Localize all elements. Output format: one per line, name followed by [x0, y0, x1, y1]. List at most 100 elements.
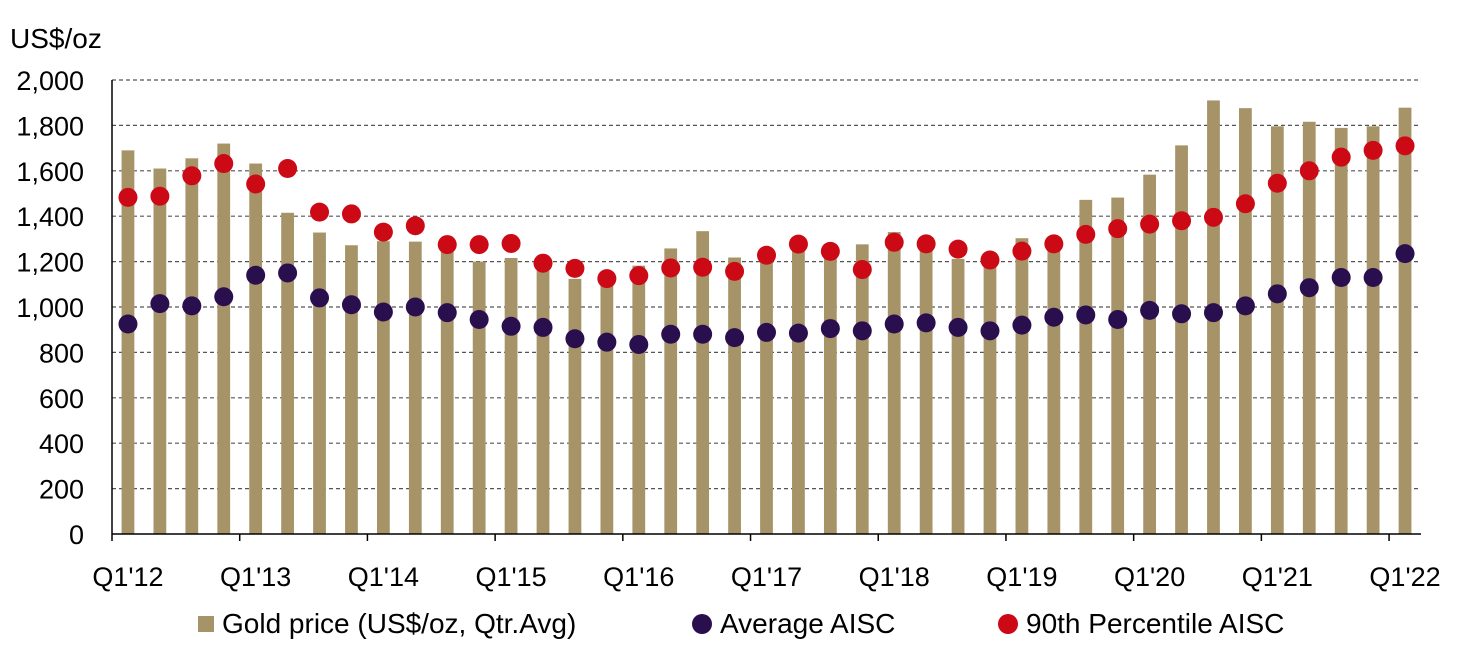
- dot-average-aisc: [533, 317, 553, 337]
- bar-gold-price: [664, 248, 678, 534]
- legend-item-gold-price: Gold price (US$/oz, Qtr.Avg): [198, 608, 576, 640]
- dot-90th-percentile-aisc: [820, 241, 840, 261]
- legend-swatch-gold-price: [198, 616, 214, 632]
- dot-90th-percentile-aisc: [1299, 161, 1319, 181]
- dot-90th-percentile-aisc: [629, 266, 649, 286]
- y-tick-label: 200: [39, 475, 84, 505]
- dot-average-aisc: [246, 265, 266, 285]
- legend-label-average-aisc: Average AISC: [720, 608, 896, 639]
- dot-90th-percentile-aisc: [1395, 136, 1415, 156]
- dot-average-aisc: [373, 302, 393, 322]
- x-tick-label: Q1'20: [1114, 562, 1185, 592]
- y-tick-label: 1,800: [16, 111, 84, 141]
- legend-item-90th-percentile-aisc: 90th Percentile AISC: [998, 608, 1284, 640]
- dot-average-aisc: [661, 324, 681, 344]
- dot-average-aisc: [1235, 296, 1255, 316]
- bar-gold-price: [1143, 174, 1157, 534]
- bar-gold-price: [792, 248, 805, 534]
- dot-90th-percentile-aisc: [533, 253, 553, 273]
- dot-average-aisc: [629, 334, 649, 354]
- x-tick-label: Q1'13: [220, 562, 291, 592]
- y-tick-label: 1,000: [16, 293, 84, 323]
- bar-gold-price: [408, 241, 422, 534]
- dot-90th-percentile-aisc: [884, 232, 904, 252]
- dot-average-aisc: [725, 328, 745, 348]
- dot-90th-percentile-aisc: [150, 186, 170, 206]
- dot-90th-percentile-aisc: [278, 159, 298, 179]
- dot-90th-percentile-aisc: [1076, 224, 1096, 244]
- dot-90th-percentile-aisc: [1267, 173, 1287, 193]
- dot-average-aisc: [469, 309, 489, 329]
- x-tick-label: Q1'21: [1242, 562, 1313, 592]
- dot-90th-percentile-aisc: [757, 245, 776, 265]
- dot-average-aisc: [118, 314, 138, 334]
- bar-gold-price: [568, 278, 582, 534]
- y-tick-label: 400: [39, 429, 84, 459]
- bar-gold-price: [1175, 145, 1188, 534]
- dot-average-aisc: [1299, 278, 1319, 298]
- dot-90th-percentile-aisc: [661, 258, 681, 278]
- x-tick-label: Q1'22: [1369, 562, 1440, 592]
- dot-average-aisc: [150, 294, 170, 314]
- dot-average-aisc: [437, 303, 457, 323]
- y-tick-label: 0: [69, 520, 84, 550]
- dot-average-aisc: [1331, 267, 1351, 287]
- dot-90th-percentile-aisc: [501, 233, 521, 253]
- dot-90th-percentile-aisc: [469, 235, 489, 255]
- axes: [111, 80, 1421, 541]
- dot-series-90th-percentile-aisc: [118, 136, 1415, 289]
- dot-average-aisc: [405, 297, 425, 317]
- bar-gold-price: [440, 242, 454, 534]
- dot-average-aisc: [1363, 267, 1383, 287]
- dot-average-aisc: [1172, 304, 1192, 324]
- bar-gold-price: [728, 257, 741, 534]
- dot-average-aisc: [1203, 303, 1223, 323]
- bar-gold-price: [983, 254, 997, 535]
- bar-gold-price: [121, 150, 135, 534]
- dot-average-aisc: [916, 313, 936, 333]
- bar-gold-price: [1270, 126, 1284, 535]
- bar-gold-price: [1398, 107, 1412, 534]
- dot-90th-percentile-aisc: [948, 239, 968, 259]
- dot-average-aisc: [1395, 244, 1415, 264]
- bar-gold-price: [376, 241, 390, 535]
- y-axis-unit-label: US$/oz: [10, 23, 102, 54]
- dot-90th-percentile-aisc: [788, 234, 808, 254]
- dot-average-aisc: [501, 316, 521, 336]
- dot-average-aisc: [278, 263, 298, 283]
- legend-item-average-aisc: Average AISC: [692, 608, 895, 640]
- dot-90th-percentile-aisc: [1235, 194, 1255, 214]
- bar-gold-price: [823, 243, 837, 535]
- legend: Gold price (US$/oz, Qtr.Avg) Average AIS…: [0, 600, 1461, 650]
- bar-gold-price: [760, 257, 773, 534]
- dot-90th-percentile-aisc: [1363, 140, 1383, 160]
- dot-90th-percentile-aisc: [1044, 234, 1064, 254]
- dot-average-aisc: [310, 288, 330, 308]
- y-tick-label: 1,200: [16, 248, 84, 278]
- bar-gold-price: [1239, 108, 1252, 534]
- dot-90th-percentile-aisc: [597, 269, 617, 289]
- bar-gold-price: [855, 244, 869, 534]
- dot-90th-percentile-aisc: [565, 258, 585, 278]
- bar-gold-price: [919, 237, 933, 534]
- legend-label-90th-percentile-aisc: 90th Percentile AISC: [1026, 608, 1285, 639]
- y-tick-label: 1,600: [16, 157, 84, 187]
- bar-gold-price: [1302, 121, 1316, 534]
- dot-average-aisc: [214, 287, 234, 307]
- dot-90th-percentile-aisc: [405, 216, 425, 236]
- dot-90th-percentile-aisc: [852, 260, 872, 280]
- dot-90th-percentile-aisc: [1108, 219, 1128, 239]
- gold-aisc-chart: US$/oz 0 200 400 600 800 1,000 1,200 1,400 1,600…: [10, 23, 1441, 592]
- x-tick-label: Q1'12: [92, 562, 163, 592]
- bar-gold-price: [600, 282, 614, 534]
- dot-90th-percentile-aisc: [118, 187, 138, 207]
- bar-gold-price: [1334, 127, 1348, 534]
- dot-average-aisc: [1267, 284, 1287, 304]
- dot-90th-percentile-aisc: [214, 154, 234, 174]
- y-tick-label: 600: [39, 384, 84, 414]
- dot-90th-percentile-aisc: [373, 222, 393, 242]
- bar-gold-price: [1111, 197, 1125, 534]
- dot-90th-percentile-aisc: [1203, 207, 1223, 227]
- dot-90th-percentile-aisc: [182, 166, 202, 186]
- bar-gold-price: [504, 257, 518, 534]
